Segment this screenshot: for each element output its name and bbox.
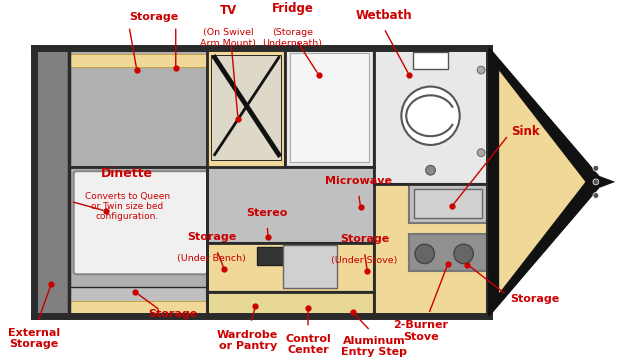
Bar xyxy=(69,54,207,67)
Text: Sink: Sink xyxy=(511,125,540,138)
Text: TV: TV xyxy=(220,4,237,17)
Circle shape xyxy=(593,179,599,185)
Text: Control
Center: Control Center xyxy=(285,334,331,355)
Text: Stereo: Stereo xyxy=(246,208,288,218)
Text: External
Storage: External Storage xyxy=(7,328,60,349)
Bar xyxy=(34,48,489,316)
Bar xyxy=(69,167,207,287)
Text: 2-Burner
Stove: 2-Burner Stove xyxy=(393,320,448,342)
Bar xyxy=(34,48,69,316)
Bar xyxy=(414,189,482,218)
Circle shape xyxy=(415,244,434,264)
Bar xyxy=(207,243,374,292)
Text: (Storage
Underneath): (Storage Underneath) xyxy=(263,28,323,48)
Text: Wardrobe
or Pantry: Wardrobe or Pantry xyxy=(217,330,278,351)
Text: Wetbath: Wetbath xyxy=(356,9,412,22)
Polygon shape xyxy=(600,176,615,188)
Text: (Under Stove): (Under Stove) xyxy=(331,256,397,265)
Polygon shape xyxy=(499,69,586,295)
Circle shape xyxy=(593,165,599,171)
Text: Storage: Storage xyxy=(340,234,389,244)
Bar xyxy=(374,48,489,184)
Text: Microwave: Microwave xyxy=(325,176,392,186)
Text: (Under Bench): (Under Bench) xyxy=(177,254,246,263)
Text: Converts to Queen
or Twin size bed
configuration.: Converts to Queen or Twin size bed confi… xyxy=(85,191,170,222)
Bar xyxy=(258,247,283,265)
Text: (On Swivel
Arm Mount): (On Swivel Arm Mount) xyxy=(200,28,256,48)
Circle shape xyxy=(454,244,474,264)
Circle shape xyxy=(426,165,436,175)
Text: Storage: Storage xyxy=(129,12,178,22)
Circle shape xyxy=(477,66,485,74)
Text: Storage: Storage xyxy=(510,294,560,304)
Circle shape xyxy=(401,87,460,145)
Bar xyxy=(207,48,285,167)
FancyBboxPatch shape xyxy=(74,171,208,274)
Bar xyxy=(285,48,374,167)
Bar xyxy=(409,184,487,223)
Bar xyxy=(409,235,487,272)
Bar xyxy=(69,300,207,314)
Bar xyxy=(374,184,489,316)
Circle shape xyxy=(477,149,485,157)
Text: Dinette: Dinette xyxy=(101,167,153,180)
Bar xyxy=(207,292,374,316)
Text: Storage: Storage xyxy=(149,309,197,319)
Bar xyxy=(290,52,369,163)
Text: Fridge: Fridge xyxy=(271,1,313,14)
Text: Storage: Storage xyxy=(187,232,236,242)
Polygon shape xyxy=(489,48,603,316)
Bar xyxy=(69,48,207,167)
Circle shape xyxy=(593,193,599,198)
Text: Aluminum
Entry Step: Aluminum Entry Step xyxy=(341,336,407,357)
Bar xyxy=(283,245,337,288)
Bar xyxy=(211,55,281,160)
Bar xyxy=(413,51,448,69)
